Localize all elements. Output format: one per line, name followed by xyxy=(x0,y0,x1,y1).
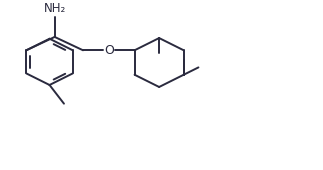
Text: O: O xyxy=(104,44,114,57)
Text: NH₂: NH₂ xyxy=(44,2,66,15)
